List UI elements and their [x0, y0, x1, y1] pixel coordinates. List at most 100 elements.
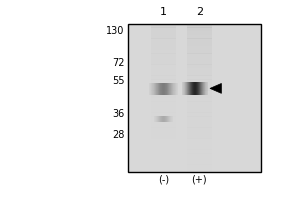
Bar — [160, 83, 161, 95]
Bar — [151, 46, 176, 50]
Bar — [151, 27, 176, 31]
Bar — [182, 82, 183, 95]
Bar — [187, 149, 212, 154]
Polygon shape — [210, 83, 221, 93]
Bar — [153, 83, 154, 95]
Text: 1: 1 — [160, 7, 167, 17]
Bar — [194, 82, 195, 95]
Bar — [187, 38, 212, 42]
Bar — [151, 109, 176, 113]
Bar — [171, 83, 172, 95]
Bar — [161, 83, 162, 95]
Bar — [164, 83, 165, 95]
Bar — [205, 82, 206, 95]
Bar — [151, 57, 176, 61]
Bar — [187, 160, 212, 165]
Bar — [151, 123, 176, 128]
Bar — [166, 83, 167, 95]
Bar — [177, 83, 178, 95]
Bar — [165, 83, 166, 95]
Bar — [151, 75, 176, 79]
Bar — [206, 82, 207, 95]
Bar — [151, 31, 176, 35]
Bar — [187, 79, 212, 83]
Bar — [187, 109, 212, 113]
Bar — [187, 146, 212, 150]
Bar — [187, 116, 212, 120]
Bar — [158, 83, 159, 95]
Bar — [149, 83, 150, 95]
Bar — [151, 64, 176, 68]
Bar — [187, 120, 212, 124]
Bar — [151, 24, 176, 28]
Bar — [187, 153, 212, 157]
Bar — [187, 53, 212, 57]
Bar — [151, 79, 176, 83]
Bar — [187, 105, 212, 109]
Bar — [187, 157, 212, 161]
Bar — [169, 83, 170, 95]
Bar — [203, 82, 204, 95]
Bar — [151, 49, 176, 54]
Bar — [151, 90, 176, 94]
Bar — [151, 160, 176, 165]
Bar — [151, 94, 176, 98]
Bar — [167, 83, 168, 95]
Bar — [151, 101, 176, 105]
Bar — [174, 83, 175, 95]
Text: 2: 2 — [196, 7, 203, 17]
Bar — [197, 82, 198, 95]
Bar — [187, 46, 212, 50]
Bar — [151, 53, 176, 57]
Bar — [201, 82, 202, 95]
Bar — [151, 149, 176, 154]
Bar — [187, 27, 212, 31]
Bar — [151, 83, 152, 95]
Bar — [151, 135, 176, 139]
Bar — [156, 83, 157, 95]
Bar — [151, 157, 176, 161]
Bar — [176, 83, 177, 95]
Bar — [185, 82, 186, 95]
Bar — [187, 94, 212, 98]
Bar — [152, 83, 153, 95]
Bar — [187, 75, 212, 79]
Bar — [191, 82, 192, 95]
Bar — [187, 35, 212, 39]
Bar — [187, 164, 212, 168]
Bar — [187, 135, 212, 139]
Bar — [187, 127, 212, 131]
Bar — [183, 82, 184, 95]
Bar — [159, 83, 160, 95]
Text: (+): (+) — [191, 175, 206, 185]
Bar — [187, 42, 212, 46]
Bar — [175, 83, 176, 95]
Bar — [151, 120, 176, 124]
Bar — [207, 82, 208, 95]
Bar — [151, 146, 176, 150]
Bar — [187, 86, 212, 91]
Bar — [151, 86, 176, 91]
Bar — [187, 61, 212, 65]
Bar — [188, 82, 189, 95]
Bar — [199, 82, 200, 95]
Bar — [151, 61, 176, 65]
Bar — [151, 168, 176, 172]
Bar — [172, 83, 173, 95]
Bar — [173, 83, 174, 95]
Bar — [187, 138, 212, 142]
Bar — [151, 38, 176, 42]
Bar — [151, 35, 176, 39]
Bar — [151, 116, 176, 120]
Bar — [151, 153, 176, 157]
Bar — [154, 83, 155, 95]
Bar — [162, 83, 163, 95]
Bar — [196, 82, 197, 95]
Text: 36: 36 — [112, 109, 124, 119]
Bar — [170, 83, 171, 95]
Bar — [151, 42, 176, 46]
Bar — [187, 82, 188, 95]
Bar — [151, 105, 176, 109]
Bar — [150, 83, 151, 95]
Bar — [151, 72, 176, 76]
